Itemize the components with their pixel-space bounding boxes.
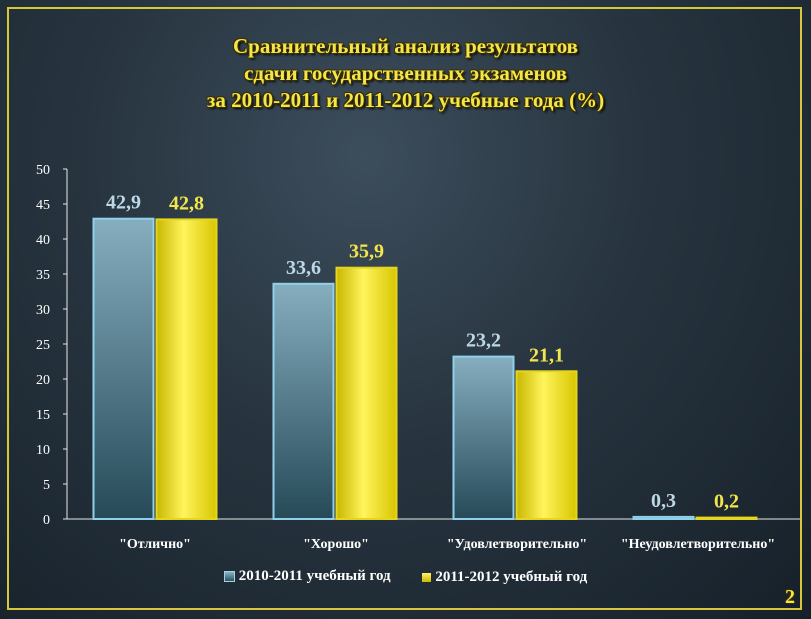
bar-2011-2012-0 (155, 218, 218, 520)
bar-2010-2011-3 (632, 515, 695, 521)
bar-2010-2011-1 (272, 282, 335, 520)
data-label: 42,9 (106, 192, 141, 214)
y-tick-label: 45 (36, 198, 50, 213)
data-label: 21,1 (529, 344, 564, 366)
y-tick-label: 15 (36, 408, 50, 423)
y-tick-label: 30 (36, 303, 50, 318)
title-line-1: Сравнительный анализ результатов (232, 34, 579, 58)
page-number: 2 (785, 586, 795, 608)
title-line-2: сдачи государственных экзаменов (244, 61, 567, 85)
bar-2011-2012-2 (515, 370, 578, 520)
y-tick-label: 5 (43, 478, 50, 493)
data-label: 42,8 (169, 192, 204, 214)
x-tick-label: "Отлично" (119, 537, 191, 552)
y-tick-label: 0 (43, 513, 50, 528)
y-tick-label: 20 (36, 373, 50, 388)
bar-2011-2012-3 (695, 516, 758, 520)
data-label: 23,2 (466, 330, 501, 352)
title-line-3: за 2010-2011 и 2011-2012 учебные года (%… (206, 88, 605, 112)
legend: 2010-2011 учебный год 2011-2012 учебный … (0, 568, 811, 587)
data-label: 35,9 (349, 241, 384, 263)
data-label: 0,2 (714, 491, 739, 513)
y-tick-label: 40 (36, 233, 50, 248)
data-label: 33,6 (286, 257, 321, 279)
x-tick-label: "Неудовлетворительно" (621, 537, 775, 552)
x-tick-label: "Хорошо" (303, 537, 369, 552)
legend-item-2010-2011: 2010-2011 учебный год (223, 568, 391, 585)
legend-label-2010-2011: 2010-2011 учебный год (238, 568, 391, 584)
bar-2010-2011-0 (92, 217, 155, 520)
chart-title: Сравнительный анализ результатов сдачи г… (0, 33, 811, 114)
bar-2010-2011-2 (452, 355, 515, 520)
y-tick-label: 35 (36, 268, 50, 283)
bar-2011-2012-1 (335, 266, 398, 521)
legend-label-2011-2012: 2011-2012 учебный год (435, 569, 588, 585)
x-tick-label: "Удовлетворительно" (447, 537, 587, 552)
y-tick-label: 50 (36, 163, 50, 178)
data-label: 0,3 (651, 490, 676, 512)
legend-item-2011-2012: 2011-2012 учебный год (422, 569, 587, 586)
legend-swatch-2010-2011 (223, 571, 235, 582)
y-tick-label: 25 (36, 338, 50, 353)
legend-swatch-2011-2012 (422, 573, 432, 582)
y-tick-label: 10 (36, 443, 50, 458)
slide-frame (7, 7, 802, 610)
